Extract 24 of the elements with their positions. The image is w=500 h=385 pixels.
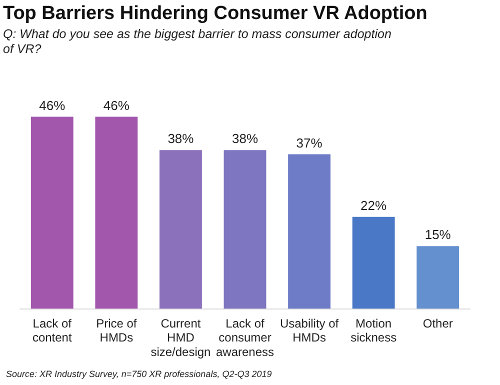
- x-tick-label: Other: [422, 316, 453, 330]
- data-label: 46%: [103, 98, 130, 113]
- data-label: 15%: [424, 227, 452, 242]
- data-label: 46%: [39, 98, 66, 113]
- x-tick-label: Current HMD size/design: [150, 316, 211, 360]
- chart-title: Top Barriers Hindering Consumer VR Adoption: [3, 3, 428, 25]
- bar: [160, 150, 202, 309]
- data-label: 37%: [296, 135, 323, 150]
- data-label: 38%: [232, 131, 258, 146]
- bar: [224, 150, 266, 309]
- chart-subtitle: Q: What do you see as the biggest barrier to mass consumer adoption of VR?: [3, 27, 392, 57]
- x-tick-label: Lack of consumer awareness: [216, 316, 274, 360]
- x-tick-label: Price of HMDs: [96, 316, 138, 345]
- bar: [288, 154, 330, 309]
- x-tick-label: Motion sickness: [350, 316, 397, 345]
- bar: [352, 216, 395, 309]
- bar: [30, 116, 74, 309]
- bar: [95, 116, 138, 309]
- x-tick-label: Lack of content: [32, 316, 72, 345]
- bar: [416, 246, 460, 309]
- data-label: 38%: [168, 131, 194, 146]
- source-note: Source: XR Industry Survey, n=750 XR professionals, Q2-Q3 2019: [6, 369, 272, 379]
- data-label: 22%: [360, 198, 388, 214]
- x-tick-label: Usability of HMDs: [280, 316, 340, 345]
